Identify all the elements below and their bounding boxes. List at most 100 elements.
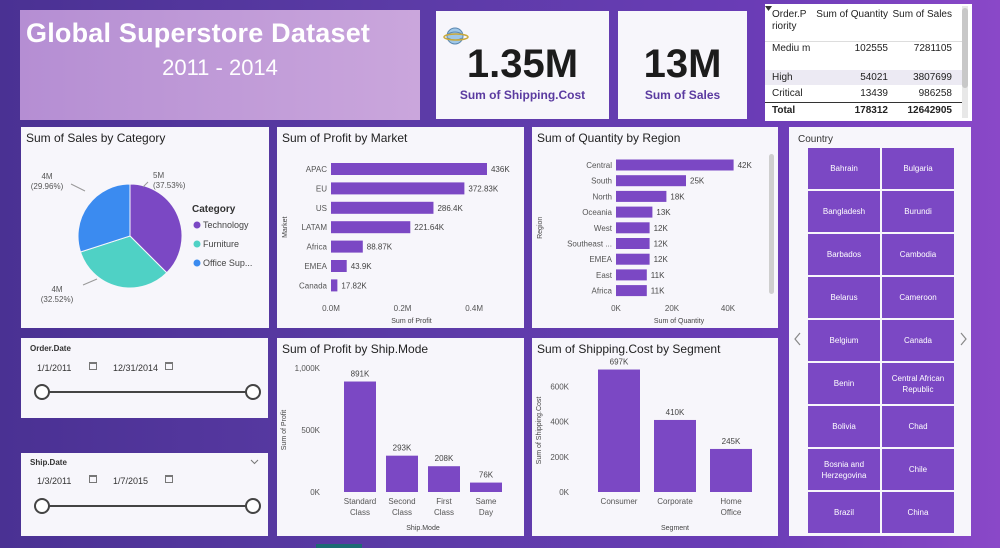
region-bar-chart[interactable]: Central 42K South 25K North 18K Oceania 13K West…	[532, 127, 778, 328]
chevron-left-icon[interactable]	[794, 332, 802, 346]
country-tile[interactable]: Cameroon	[882, 277, 954, 318]
order-date-slider-start-handle[interactable]	[34, 384, 50, 400]
row-quantity: 102555	[854, 43, 888, 54]
ship-date-slider-start-handle[interactable]	[34, 498, 50, 514]
chevron-right-icon[interactable]	[959, 332, 967, 346]
country-tile[interactable]: Canada	[882, 320, 954, 361]
order-date-start[interactable]: 1/1/2011	[37, 363, 72, 373]
country-tile[interactable]: Belarus	[808, 277, 880, 318]
axis-tick-label: 0.0M	[322, 304, 340, 313]
country-tile[interactable]: Belgium	[808, 320, 880, 361]
order-date-slider-track[interactable]	[43, 391, 253, 393]
bar[interactable]	[331, 163, 487, 175]
legend-item[interactable]: Furniture	[203, 239, 239, 249]
country-tile[interactable]: Chile	[882, 449, 954, 490]
country-tile[interactable]: Burundi	[882, 191, 954, 232]
y-axis-title: Region	[537, 217, 544, 239]
calendar-icon[interactable]	[89, 362, 97, 370]
column-header-priority[interactable]: Order.P riority	[772, 9, 807, 32]
bar-value-label: 12K	[654, 240, 669, 249]
order-date-slicer[interactable]: Order.Date 1/1/2011 12/31/2014	[21, 338, 268, 418]
market-bar-chart[interactable]: APAC 436K EU 372.83K US 286.4K LATAM 221.64K Afr…	[277, 127, 524, 328]
axis-tick-label: 40K	[721, 304, 736, 313]
ship-date-slider-end-handle[interactable]	[245, 498, 261, 514]
bar[interactable]	[331, 182, 465, 195]
pie-slice[interactable]	[79, 235, 168, 289]
ship-mode-bar-chart[interactable]: 0K 500K 1,000K 891K Standard Class 293K Second C…	[277, 338, 524, 536]
ship-date-end[interactable]: 1/7/2015	[113, 476, 149, 486]
kpi-card-sales[interactable]: 13M Sum of Sales	[618, 11, 747, 119]
axis-tick-label: 600K	[550, 383, 569, 392]
row-quantity: 54021	[860, 72, 888, 83]
chart-sales-by-category[interactable]: Sum of Sales by Category 5M (37.53%) 4M (32…	[21, 127, 269, 328]
country-tile[interactable]: Central African Republic	[882, 363, 954, 404]
order-date-end[interactable]: 12/31/2014	[113, 363, 159, 373]
bar[interactable]	[616, 269, 647, 281]
legend-item[interactable]: Technology	[203, 220, 249, 230]
axis-tick-label: 0.2M	[394, 304, 412, 313]
bar[interactable]	[710, 448, 752, 492]
bar[interactable]	[331, 240, 363, 253]
country-tile[interactable]: Barbados	[808, 234, 880, 275]
chart-shipping-cost-by-segment[interactable]: Sum of Shipping.Cost by Segment 0K 200K 40…	[532, 338, 778, 536]
country-tile[interactable]: Bulgaria	[882, 148, 954, 189]
chart-profit-by-ship-mode[interactable]: Sum of Profit by Ship.Mode 0K 500K 1,000K 8…	[277, 338, 524, 536]
country-tile[interactable]: Cambodia	[882, 234, 954, 275]
region-chart-scrollbar[interactable]	[769, 154, 774, 294]
bar[interactable]	[616, 285, 647, 297]
bar[interactable]	[331, 221, 411, 234]
chart-quantity-by-region[interactable]: Sum of Quantity by Region Central 42K Sout…	[532, 127, 778, 328]
country-tile[interactable]: China	[882, 492, 954, 533]
order-date-slider-end-handle[interactable]	[245, 384, 261, 400]
ship-date-start[interactable]: 1/3/2011	[37, 476, 72, 486]
bar[interactable]	[331, 279, 338, 292]
bar[interactable]	[616, 159, 734, 171]
bar-category-label: Same	[476, 497, 497, 506]
bar[interactable]	[331, 201, 434, 214]
country-tile[interactable]: Benin	[808, 363, 880, 404]
country-tile[interactable]: Bosnia and Herzegovina	[808, 449, 880, 490]
country-tile[interactable]: Chad	[882, 406, 954, 447]
segment-bar-chart[interactable]: 0K 200K 400K 600K 697K Consumer 410K Corporate 2…	[532, 338, 778, 536]
pie-slice[interactable]	[77, 183, 131, 253]
country-tile[interactable]: Bangladesh	[808, 191, 880, 232]
kpi-shipping-cost-label: Sum of Shipping.Cost	[459, 88, 586, 102]
legend-item[interactable]: Office Sup...	[203, 258, 252, 268]
calendar-icon[interactable]	[89, 475, 97, 483]
sort-desc-icon[interactable]	[765, 6, 773, 12]
bar[interactable]	[616, 190, 667, 202]
country-tile[interactable]: Bahrain	[808, 148, 880, 189]
column-header-quantity[interactable]: Sum of Quantity	[816, 9, 888, 20]
bar[interactable]	[616, 206, 653, 218]
calendar-icon[interactable]	[165, 362, 173, 370]
bar[interactable]	[428, 466, 460, 492]
calendar-icon[interactable]	[165, 475, 173, 483]
pie-chart[interactable]: 5M(37.53%)4M(32.52%)4M(29.96%)CategoryTe…	[21, 127, 269, 328]
priority-table[interactable]: Order.P riority Sum of Quantity Sum of S…	[765, 4, 972, 121]
chart-profit-by-market[interactable]: Sum of Profit by Market APAC 436K EU 372.83…	[277, 127, 524, 328]
bar[interactable]	[616, 222, 650, 234]
chevron-down-icon[interactable]	[250, 459, 259, 465]
bar[interactable]	[344, 381, 376, 492]
column-header-sales[interactable]: Sum of Sales	[892, 9, 952, 20]
bar[interactable]	[654, 419, 696, 492]
bar-category-label: EMEA	[589, 255, 612, 264]
bar[interactable]	[331, 260, 347, 272]
country-tile[interactable]: Bolivia	[808, 406, 880, 447]
bar-category-label: Office	[721, 508, 742, 517]
bar[interactable]	[598, 369, 640, 492]
bar[interactable]	[616, 253, 650, 265]
bar[interactable]	[386, 455, 418, 492]
country-slicer[interactable]: Country Bahrain Bulgaria Bangladesh Buru…	[789, 127, 971, 536]
table-scrollbar-thumb[interactable]	[962, 8, 968, 88]
kpi-card-shipping-cost[interactable]: 1.35M Sum of Shipping.Cost	[436, 11, 609, 119]
ship-date-slider-track[interactable]	[43, 505, 253, 507]
bar[interactable]	[616, 238, 650, 249]
ship-date-slicer[interactable]: Ship.Date 1/3/2011 1/7/2015	[21, 453, 268, 536]
bar-value-label: 410K	[666, 408, 685, 417]
bar-category-label: Consumer	[601, 497, 638, 506]
bar[interactable]	[616, 175, 686, 187]
bar[interactable]	[470, 482, 502, 492]
country-tile[interactable]: Brazil	[808, 492, 880, 533]
pie-slice[interactable]	[129, 183, 183, 274]
